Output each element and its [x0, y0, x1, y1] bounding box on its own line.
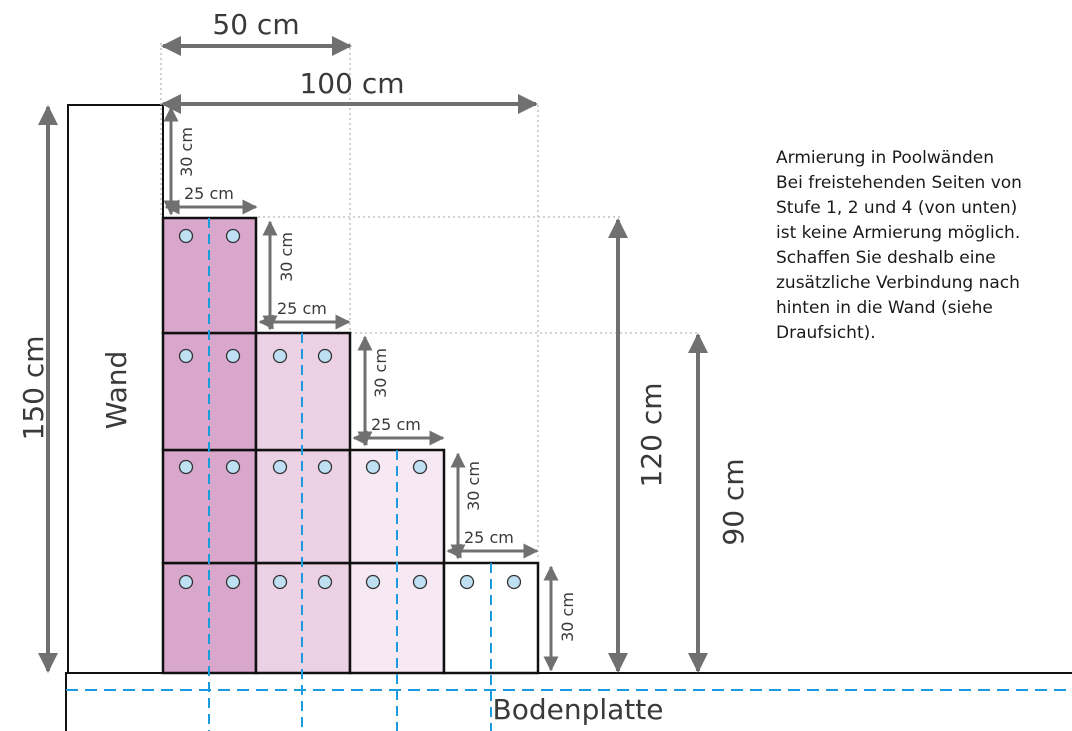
- note-line: Draufsicht).: [776, 323, 876, 343]
- dim-120-label: 120 cm: [635, 382, 668, 487]
- holes: [178, 228, 522, 590]
- dimension-arrows: [38, 36, 708, 673]
- step-d-label-2: 25 cm: [277, 299, 327, 318]
- step-d-label-3: 25 cm: [371, 415, 421, 434]
- wall: [67, 104, 164, 674]
- note-line: Bei freistehenden Seiten von: [776, 173, 1022, 193]
- dim-150-label: 150 cm: [17, 335, 50, 440]
- wall-label: Wand: [100, 351, 133, 430]
- step-h-label-3: 30 cm: [371, 348, 390, 398]
- note-text: Armierung in Poolwänden Bei freistehende…: [776, 146, 1072, 346]
- guide-lines: [160, 43, 700, 560]
- step-d-label-1: 25 cm: [184, 184, 234, 203]
- rebar-lines: [208, 218, 492, 731]
- step-d-label-4: 25 cm: [464, 528, 514, 547]
- base-plate: [65, 672, 1072, 731]
- step-h-label-4: 30 cm: [464, 461, 483, 511]
- step-h-label-2: 30 cm: [277, 232, 296, 282]
- dim-50-label: 50 cm: [212, 8, 299, 41]
- step-h-label-1: 30 cm: [177, 127, 196, 177]
- note-line: Armierung in Poolwänden: [776, 148, 994, 168]
- dim-90-label: 90 cm: [717, 458, 750, 545]
- note-line: ist keine Armierung möglich.: [776, 223, 1021, 243]
- note-line: Schaffen Sie deshalb eine: [776, 248, 996, 268]
- note-line: hinten in die Wand (siehe: [776, 298, 993, 318]
- note-line: zusätzliche Verbindung nach: [776, 273, 1020, 293]
- dim-100-label: 100 cm: [299, 67, 404, 100]
- note-line: Stufe 1, 2 und 4 (von unten): [776, 198, 1018, 218]
- step-h-label-5: 30 cm: [558, 592, 577, 642]
- base-plate-label: Bodenplatte: [493, 693, 664, 726]
